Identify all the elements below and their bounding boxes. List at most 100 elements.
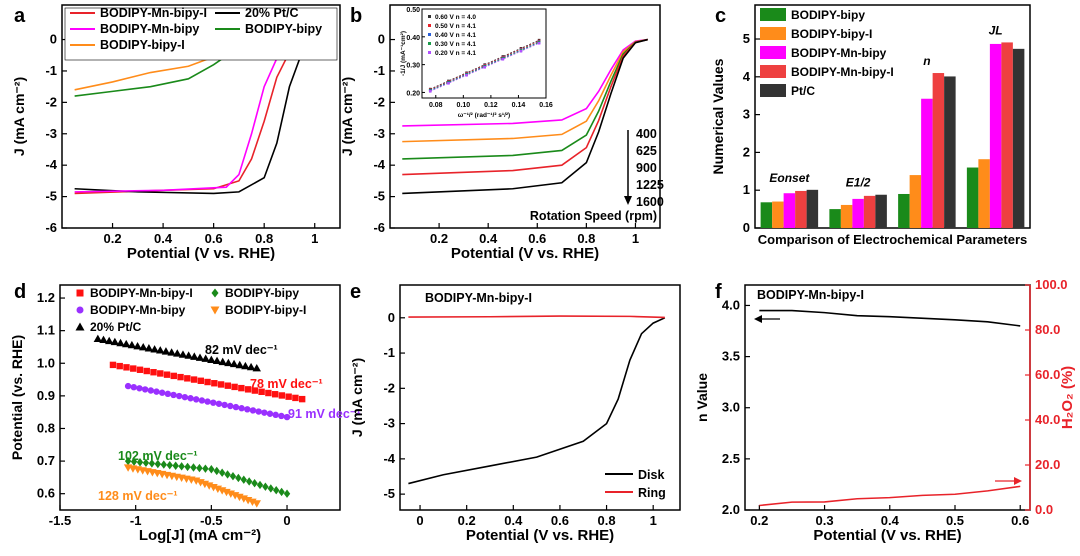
marker-triangle-down xyxy=(252,500,261,508)
y-tick-label: -5 xyxy=(45,189,57,204)
x-tick-label: 0.8 xyxy=(577,231,595,246)
marker-square xyxy=(197,377,205,384)
marker-square xyxy=(298,395,306,403)
inset-x-tick-label: 0.08 xyxy=(429,102,443,109)
marker-triangle-up xyxy=(122,339,131,348)
marker-circle xyxy=(227,402,234,410)
marker-triangle-up xyxy=(75,322,85,331)
bar-Eonset-3 xyxy=(795,190,807,228)
inset-x-axis-label: ω⁻¹/² (rad⁻¹/² s¹/²) xyxy=(458,112,510,119)
legend-swatch xyxy=(760,27,786,40)
marker-circle xyxy=(181,393,189,401)
left-arrow-head-icon xyxy=(754,315,762,323)
series-line-0 xyxy=(402,38,648,127)
marker-diamond xyxy=(142,458,150,468)
marker-square xyxy=(285,393,292,400)
inset-y-tick-label: 0.40 xyxy=(406,35,420,42)
marker-diamond xyxy=(211,288,219,298)
inset-x-tick-label: 0.10 xyxy=(457,102,471,109)
marker-diamond xyxy=(213,466,220,476)
marker-triangle-up xyxy=(201,354,210,362)
x-tick-label: 0.4 xyxy=(881,513,900,528)
series-line-4 xyxy=(402,38,648,195)
marker-circle xyxy=(272,411,279,419)
y-tick-label: -1 xyxy=(373,63,385,78)
bar-n-3 xyxy=(932,73,945,228)
legend-label: BODIPY-Mn-bipy xyxy=(100,22,199,36)
x-axis-label: Potential (V vs. RHE) xyxy=(127,245,275,262)
marker-triangle-up xyxy=(161,347,171,355)
series-line-0 xyxy=(759,309,1021,327)
marker-square xyxy=(143,367,150,375)
category-label: JL xyxy=(989,23,1003,37)
x-tick-label: 0.4 xyxy=(154,231,173,246)
marker-square xyxy=(123,364,130,371)
marker-circle xyxy=(76,306,84,314)
arrow-head-icon xyxy=(624,196,632,205)
y-tick-label: 1.2 xyxy=(37,290,55,305)
plot-frame xyxy=(59,284,341,511)
marker-square xyxy=(231,383,238,391)
marker-circle xyxy=(215,400,223,407)
marker-square xyxy=(265,389,272,397)
marker-diamond xyxy=(130,457,138,466)
legend-box xyxy=(64,7,338,61)
x-tick-label: 0.6 xyxy=(551,513,569,528)
marker-square xyxy=(537,41,541,45)
bar-E1/2-1 xyxy=(840,204,853,228)
marker-square xyxy=(204,378,211,386)
y-tick-label: -3 xyxy=(45,126,57,141)
marker-diamond xyxy=(235,473,242,483)
x-tick-label: 0.2 xyxy=(750,513,768,528)
x-tick-label: 0.8 xyxy=(255,231,273,246)
right-arrow-head-icon xyxy=(1014,477,1022,485)
bar-JL-3 xyxy=(1001,42,1013,229)
bar-E1/2-0 xyxy=(829,209,841,228)
plot-frame xyxy=(754,4,1031,229)
marker-circle xyxy=(158,389,166,396)
legend-swatch xyxy=(760,8,786,21)
y-tick-label: 0.9 xyxy=(37,388,55,403)
marker-triangle-up xyxy=(173,349,182,357)
marker-circle xyxy=(141,386,149,393)
marker-circle xyxy=(164,390,172,398)
marker-triangle-up xyxy=(110,337,120,346)
rotation-speed-label: 1600 xyxy=(636,195,664,209)
legend-label: BODIPY-bipy xyxy=(791,8,865,22)
y-tick-label: -5 xyxy=(383,486,395,501)
marker-circle xyxy=(255,408,262,415)
legend-label: BODIPY-Mn-bipy xyxy=(791,46,887,60)
marker-square xyxy=(116,362,123,370)
y-tick-label: -3 xyxy=(383,416,395,431)
marker-diamond xyxy=(273,486,280,495)
marker-diamond xyxy=(278,487,285,497)
marker-circle xyxy=(278,412,285,420)
y-tick-label: 2.5 xyxy=(722,451,740,466)
rotation-speed-label: 900 xyxy=(636,161,657,175)
marker-square xyxy=(519,49,523,53)
marker-square xyxy=(170,372,177,380)
series-line-0 xyxy=(408,317,666,485)
rotation-speed-label: 1225 xyxy=(636,178,664,192)
marker-triangle-up xyxy=(144,344,154,352)
x-tick-label: 1 xyxy=(311,231,318,246)
y-tick-label: -6 xyxy=(373,220,385,235)
marker-square xyxy=(258,388,265,395)
inset-legend-label: 0.30 V n = 4.1 xyxy=(435,41,476,48)
marker-triangle-up xyxy=(246,362,256,371)
right-y-tick-label: 40.0 xyxy=(1035,412,1060,427)
marker-circle xyxy=(130,383,137,391)
marker-diamond xyxy=(154,459,162,469)
right-y-tick-label: 20.0 xyxy=(1035,457,1060,472)
marker-diamond xyxy=(267,484,275,493)
series-markers-3 xyxy=(123,464,261,508)
marker-triangle-up xyxy=(235,360,244,369)
marker-square xyxy=(136,366,144,373)
inset-legend-label: 0.20 V n = 4.1 xyxy=(435,50,476,57)
tafel-slope-label: 91 mV dec⁻¹ xyxy=(288,407,361,421)
x-axis-label: Potential (V vs. RHE) xyxy=(813,527,961,544)
marker-triangle-up xyxy=(127,340,137,349)
y-tick-label: 0 xyxy=(743,220,750,235)
x-tick-label: 0 xyxy=(416,513,423,528)
bar-E1/2-3 xyxy=(863,195,876,228)
